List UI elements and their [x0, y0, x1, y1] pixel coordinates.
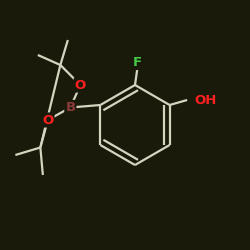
Text: B: B: [65, 101, 76, 114]
Text: O: O: [75, 78, 86, 92]
Text: O: O: [42, 114, 54, 126]
Text: OH: OH: [195, 94, 217, 106]
Text: F: F: [133, 56, 142, 69]
